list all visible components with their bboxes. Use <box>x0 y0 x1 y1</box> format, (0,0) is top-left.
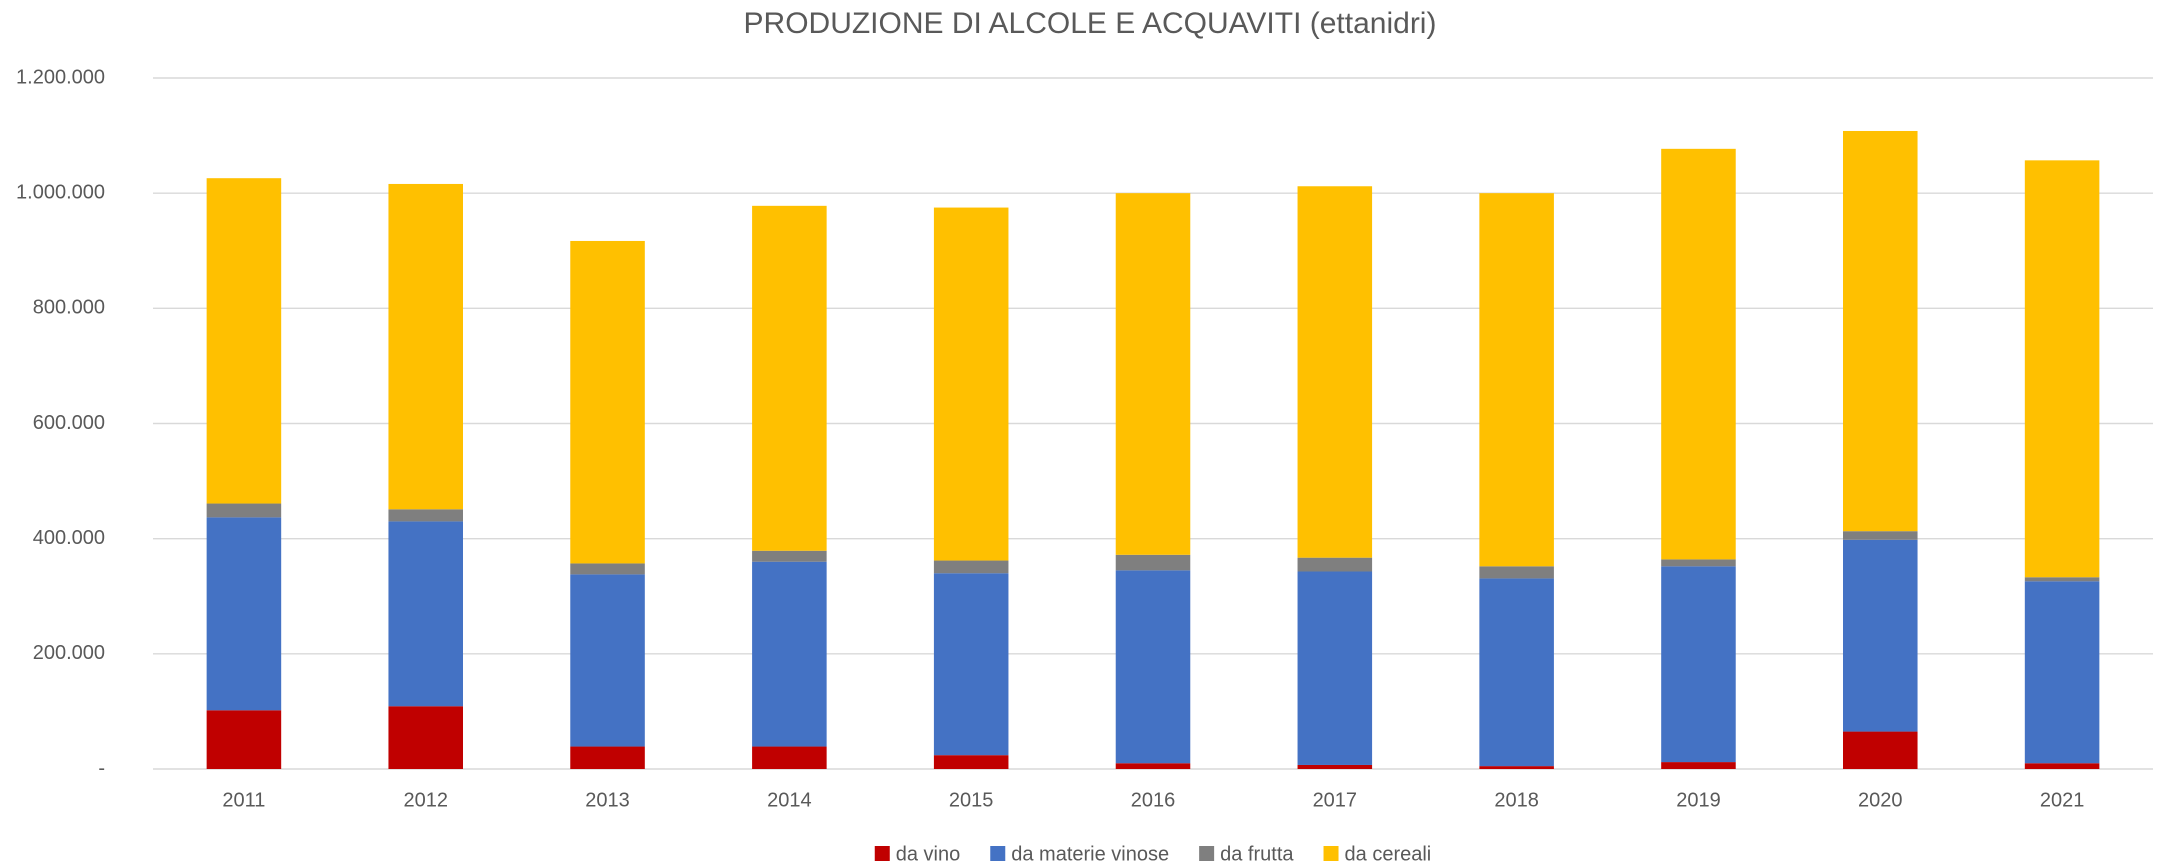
y-tick-label: 800.000 <box>33 297 105 319</box>
bar-segment <box>752 561 827 747</box>
bar-segment <box>388 521 463 707</box>
legend-label: da vino <box>896 843 961 865</box>
y-tick-label: 600.000 <box>33 412 105 434</box>
bar-segment <box>1115 763 1191 769</box>
bar-segment <box>1297 557 1373 572</box>
chart-title: PRODUZIONE DI ALCOLE E ACQUAVITI (ettani… <box>744 7 1437 40</box>
bar-segment <box>933 207 1009 561</box>
x-tick-label: 2018 <box>1494 789 1539 811</box>
y-tick-label: - <box>98 757 105 779</box>
bar-segment <box>1843 130 1918 532</box>
bar-segment <box>206 178 282 504</box>
y-tick-label: 1.200.000 <box>16 66 105 88</box>
bar-segment <box>570 574 645 747</box>
bar-segment <box>1297 571 1373 765</box>
legend-label: da cereali <box>1345 843 1432 865</box>
bar-segment <box>1479 566 1554 579</box>
bar-segment <box>1843 731 1918 769</box>
bar-segment <box>1843 531 1918 540</box>
bar-segment <box>1115 554 1191 571</box>
bar-segment <box>388 706 463 769</box>
legend-swatch <box>990 846 1006 861</box>
bar-segment <box>1661 148 1736 560</box>
y-tick-label: 1.000.000 <box>16 181 105 203</box>
legend-swatch <box>1323 846 1339 861</box>
x-tick-label: 2015 <box>949 789 994 811</box>
bar-segment <box>1661 559 1736 567</box>
bar-segment <box>570 563 645 575</box>
bar-segment <box>2024 160 2100 578</box>
bar-segment <box>752 205 827 551</box>
x-tick-label: 2020 <box>1858 789 1903 811</box>
bar-segment <box>752 550 827 562</box>
bar-segment <box>1843 539 1918 732</box>
y-tick-label: 400.000 <box>33 527 105 549</box>
x-tick-label: 2017 <box>1313 789 1358 811</box>
bar-segment <box>1479 766 1554 769</box>
bar-segment <box>2024 763 2100 769</box>
x-tick-label: 2011 <box>222 789 265 811</box>
bar-segment <box>1115 193 1191 555</box>
bar-segment <box>1297 186 1373 558</box>
bar-segment <box>206 503 282 518</box>
bar-segment <box>388 183 463 510</box>
x-tick-label: 2014 <box>767 789 812 811</box>
x-tick-label: 2019 <box>1676 789 1721 811</box>
bar-segment <box>570 240 645 564</box>
legend-swatch <box>1199 846 1215 861</box>
bar-segment <box>206 710 282 769</box>
bar-segment <box>933 560 1009 574</box>
bar-segment <box>933 755 1009 769</box>
y-tick-label: 200.000 <box>33 642 105 664</box>
bar-segment <box>1297 764 1373 769</box>
bar-segment <box>752 746 827 769</box>
bar-segment <box>2024 581 2100 764</box>
bar-segment <box>1661 762 1736 769</box>
x-tick-label: 2013 <box>585 789 630 811</box>
bar-segment <box>1661 566 1736 763</box>
legend-label: da materie vinose <box>1011 843 1169 865</box>
bar-segment <box>388 509 463 522</box>
bar-segment <box>2024 577 2100 582</box>
x-tick-label: 2016 <box>1131 789 1176 811</box>
x-tick-label: 2012 <box>403 789 448 811</box>
bar-segment <box>933 573 1009 756</box>
legend-label: da frutta <box>1220 843 1294 865</box>
bar-segment <box>1479 578 1554 767</box>
bar-segment <box>1479 193 1554 567</box>
legend-swatch <box>874 846 890 861</box>
bar-segment <box>1115 570 1191 764</box>
bar-segment <box>570 746 645 769</box>
bar-segment <box>206 517 282 711</box>
x-tick-label: 2021 <box>2040 789 2085 811</box>
